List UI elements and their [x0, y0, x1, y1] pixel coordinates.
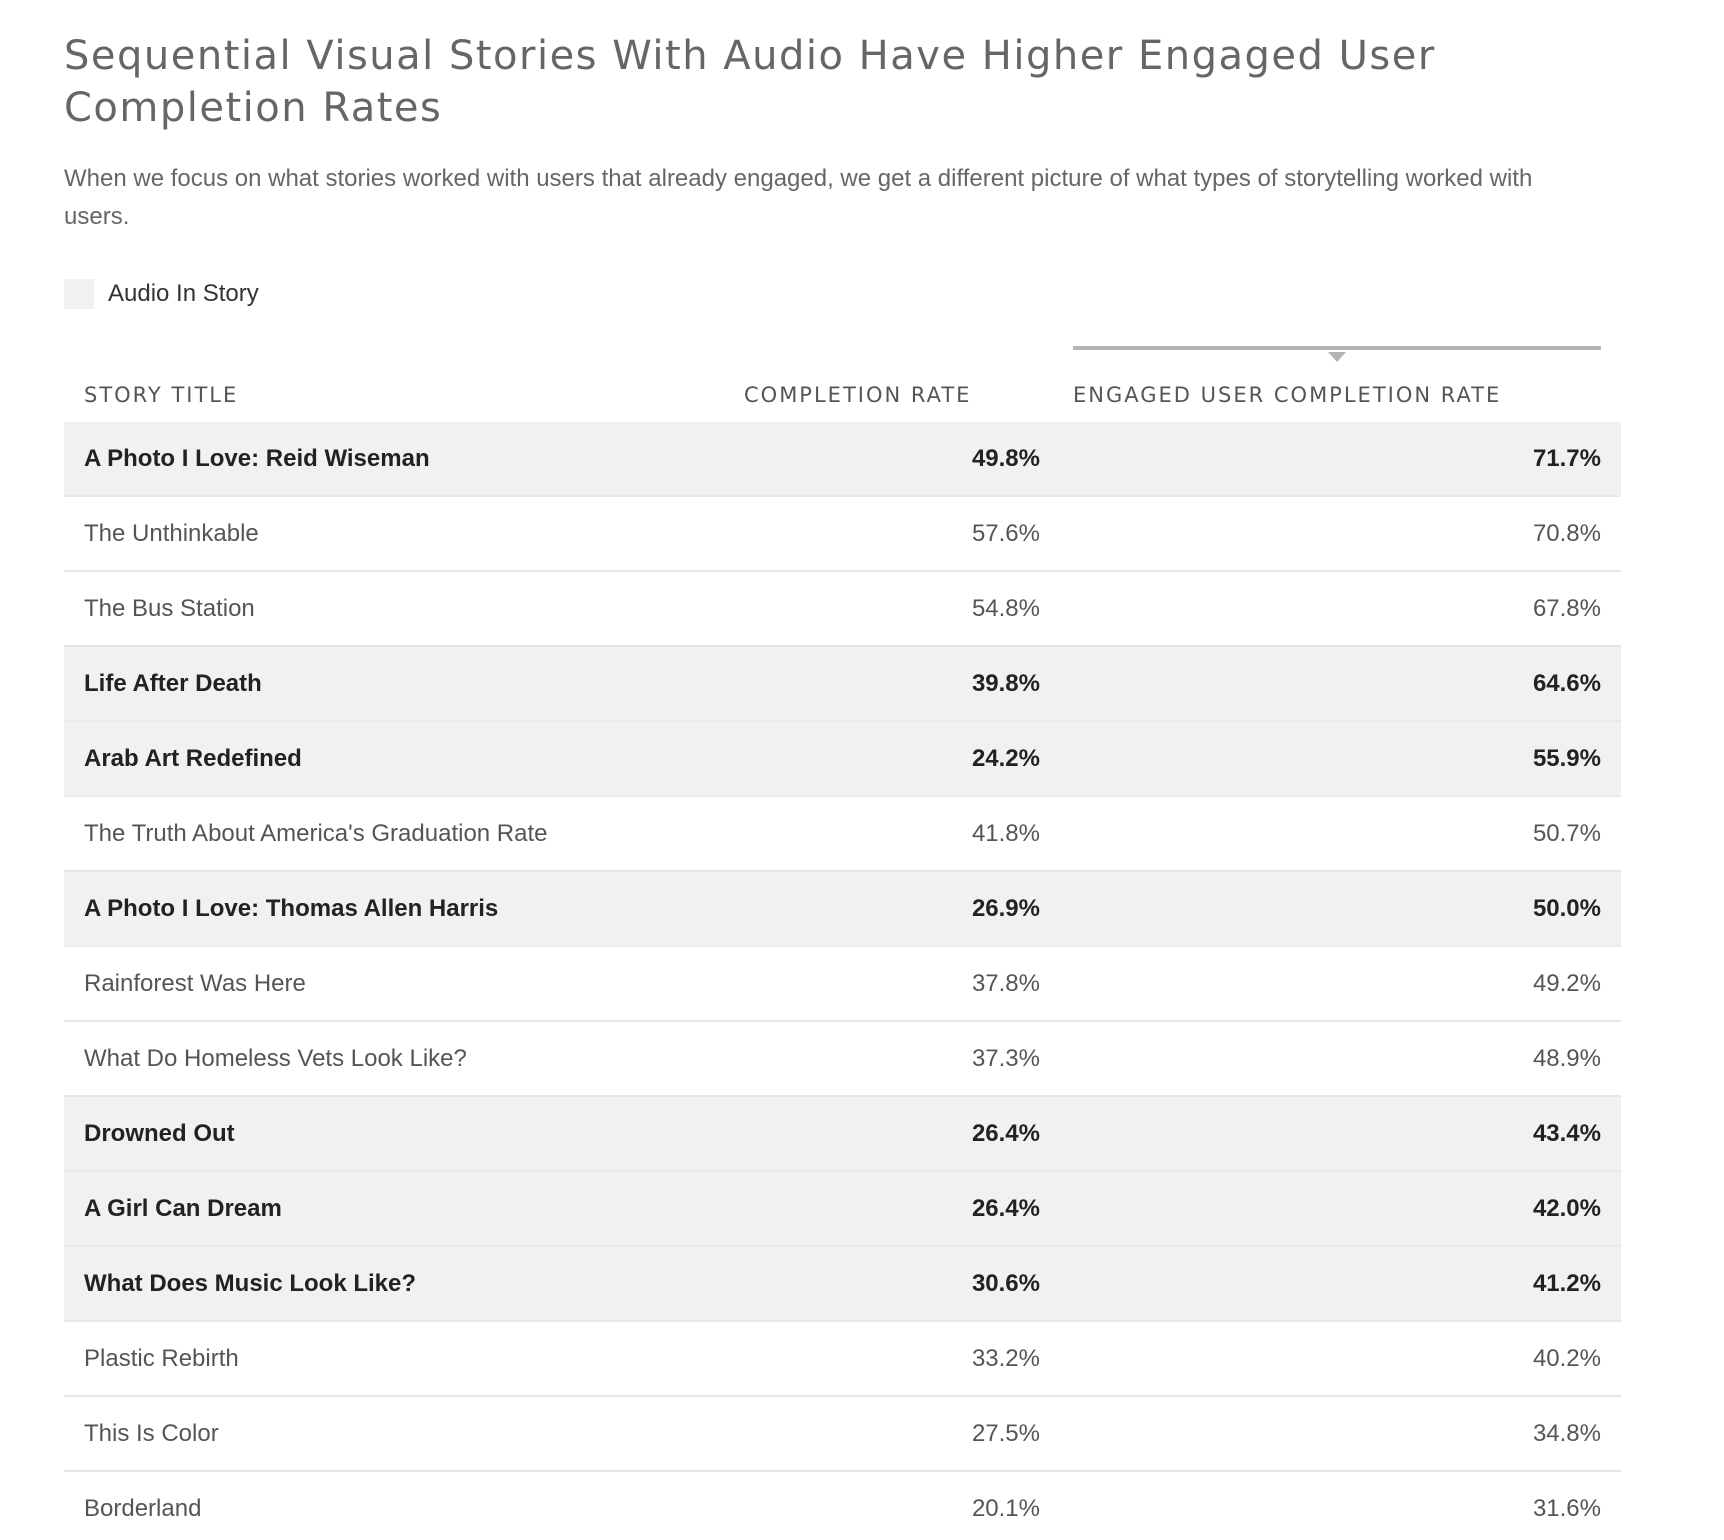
table-row: A Girl Can Dream 26.4% 42.0% [64, 1172, 1621, 1247]
engaged-user-completion-rate-cell: 40.2% [1532, 1345, 1601, 1372]
sort-descending-icon [1328, 352, 1346, 362]
story-title-cell: Borderland [84, 1495, 202, 1522]
story-title-cell: A Girl Can Dream [84, 1195, 282, 1222]
engaged-user-completion-rate-cell: 50.0% [1532, 895, 1601, 922]
table-row: A Photo I Love: Thomas Allen Harris 26.9%… [64, 872, 1621, 947]
completion-rate-cell: 24.2% [971, 745, 1040, 772]
table-row: Rainforest Was Here 37.8% 49.2% [64, 947, 1621, 1022]
engaged-user-completion-rate-cell: 41.2% [1532, 1270, 1601, 1297]
engaged-user-completion-rate-cell: 49.2% [1532, 970, 1601, 997]
completion-rate-cell: 41.8% [971, 820, 1040, 847]
engaged-user-completion-rate-cell: 70.8% [1532, 520, 1601, 547]
story-title-cell: The Unthinkable [84, 520, 259, 547]
completion-rate-cell: 30.6% [971, 1270, 1040, 1297]
story-title-cell: Rainforest Was Here [84, 970, 306, 997]
engaged-user-completion-rate-cell: 31.6% [1532, 1495, 1601, 1522]
completion-rate-cell: 49.8% [971, 445, 1040, 472]
table-row: Life After Death 39.8% 64.6% [64, 647, 1621, 722]
story-title-cell: What Do Homeless Vets Look Like? [84, 1045, 467, 1072]
engaged-user-completion-rate-cell: 71.7% [1532, 445, 1601, 472]
story-title-cell: The Truth About America's Graduation Rat… [84, 820, 548, 847]
column-header-engaged-user-completion-rate[interactable]: ENGAGED USER COMPLETION RATE [1073, 383, 1502, 407]
table-body: A Photo I Love: Reid Wiseman 49.8% 71.7% Th… [64, 422, 1621, 1540]
engaged-user-completion-rate-cell: 43.4% [1532, 1120, 1601, 1147]
completion-rate-cell: 27.5% [971, 1420, 1040, 1447]
story-title-cell: Plastic Rebirth [84, 1345, 239, 1372]
completion-rate-cell: 33.2% [971, 1345, 1040, 1372]
table-row: Drowned Out 26.4% 43.4% [64, 1097, 1621, 1172]
legend: Audio In Story [64, 278, 1624, 310]
column-header-story-title[interactable]: STORY TITLE [84, 383, 239, 407]
chart-title: Sequential Visual Stories With Audio Hav… [64, 33, 1436, 131]
table-row: Arab Art Redefined 24.2% 55.9% [64, 722, 1621, 797]
completion-rate-cell: 20.1% [971, 1495, 1040, 1522]
completion-rate-cell: 37.3% [971, 1045, 1040, 1072]
completion-rate-cell: 57.6% [971, 520, 1040, 547]
legend-label-audio: Audio In Story [108, 280, 259, 307]
story-title-cell: The Bus Station [84, 595, 255, 622]
completion-rate-cell: 26.4% [971, 1120, 1040, 1147]
engaged-user-completion-rate-cell: 67.8% [1532, 595, 1601, 622]
completion-rate-cell: 37.8% [971, 970, 1040, 997]
table-header: STORY TITLE COMPLETION RATE ENGAGED USER… [64, 338, 1621, 422]
table-row: The Bus Station 54.8% 67.8% [64, 572, 1621, 647]
engaged-user-completion-rate-cell: 55.9% [1532, 745, 1601, 772]
engaged-user-completion-rate-cell: 34.8% [1532, 1420, 1601, 1447]
table-row: The Unthinkable 57.6% 70.8% [64, 497, 1621, 572]
story-title-cell: A Photo I Love: Reid Wiseman [84, 445, 430, 472]
engaged-user-completion-rate-cell: 64.6% [1532, 670, 1601, 697]
completion-rate-cell: 54.8% [971, 595, 1040, 622]
sort-indicator-bar [1073, 346, 1601, 350]
story-title-cell: This Is Color [84, 1420, 219, 1447]
completion-rate-cell: 26.9% [971, 895, 1040, 922]
story-title-cell: Arab Art Redefined [84, 745, 302, 772]
chart-subtitle: When we focus on what stories worked wit… [64, 165, 1533, 230]
table-row: A Photo I Love: Reid Wiseman 49.8% 71.7% [64, 422, 1621, 497]
chart-page: Sequential Visual Stories With Audio Hav… [64, 30, 1624, 1540]
table-row: This Is Color 27.5% 34.8% [64, 1397, 1621, 1472]
engaged-user-completion-rate-cell: 42.0% [1532, 1195, 1601, 1222]
story-title-cell: Drowned Out [84, 1120, 235, 1147]
stories-table: STORY TITLE COMPLETION RATE ENGAGED USER… [64, 338, 1621, 1540]
story-title-cell: What Does Music Look Like? [84, 1270, 417, 1297]
legend-swatch-audio [64, 279, 94, 309]
completion-rate-cell: 39.8% [971, 670, 1040, 697]
table-row: What Do Homeless Vets Look Like? 37.3% 48.… [64, 1022, 1621, 1097]
table-row: What Does Music Look Like? 30.6% 41.2% [64, 1247, 1621, 1322]
completion-rate-cell: 26.4% [971, 1195, 1040, 1222]
story-title-cell: A Photo I Love: Thomas Allen Harris [84, 895, 499, 922]
table-row: Plastic Rebirth 33.2% 40.2% [64, 1322, 1621, 1397]
table-row: The Truth About America's Graduation Rat… [64, 797, 1621, 872]
engaged-user-completion-rate-cell: 48.9% [1532, 1045, 1601, 1072]
story-title-cell: Life After Death [84, 670, 262, 697]
table-row: Borderland 20.1% 31.6% [64, 1472, 1621, 1540]
column-header-completion-rate[interactable]: COMPLETION RATE [744, 383, 972, 407]
engaged-user-completion-rate-cell: 50.7% [1532, 820, 1601, 847]
